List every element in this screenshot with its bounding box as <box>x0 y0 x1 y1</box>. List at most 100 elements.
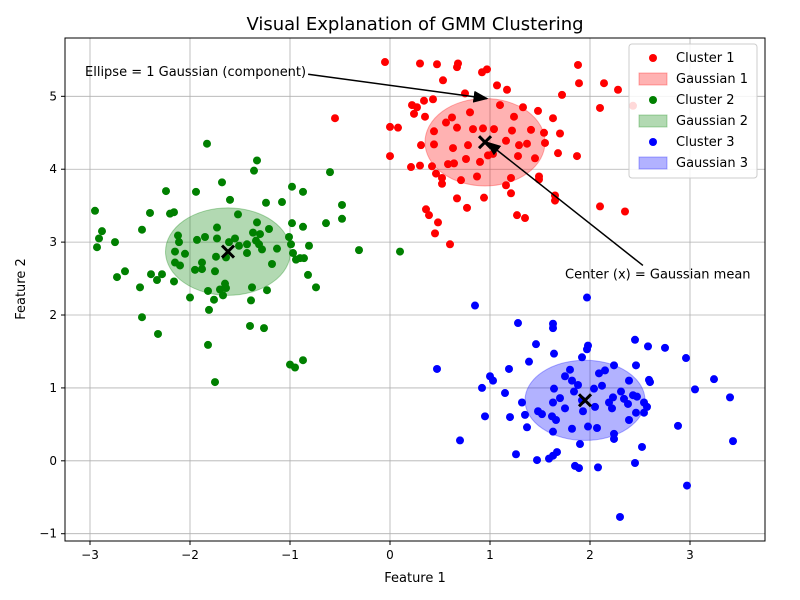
cluster-1-point <box>483 65 491 74</box>
cluster-3-point <box>624 399 632 408</box>
cluster-2-point <box>138 225 146 234</box>
legend-marker-patch <box>638 114 668 128</box>
cluster-2-point <box>288 182 296 191</box>
cluster-3-point <box>726 393 734 402</box>
cluster-3-point <box>433 364 441 373</box>
cluster-1-point <box>502 136 510 145</box>
cluster-2-point <box>171 247 179 256</box>
axis-ticks: −3 −2 −1 0 1 2 3 −1 0 1 2 3 4 5 <box>39 89 694 562</box>
cluster-2-point <box>256 230 264 239</box>
cluster-1-point <box>503 85 511 94</box>
cluster-3-point <box>595 369 603 378</box>
legend-label: Gaussian 3 <box>676 156 748 171</box>
cluster-3-point <box>489 376 497 385</box>
cluster-1-point <box>574 60 582 69</box>
x-tick-label: −1 <box>281 548 299 562</box>
cluster-2-point <box>247 296 255 305</box>
cluster-3-point <box>643 402 651 411</box>
cluster-3-point <box>638 442 646 451</box>
cluster-2-point <box>234 210 242 219</box>
cluster-2-point <box>136 283 144 292</box>
cluster-1-point <box>449 144 457 153</box>
center-marker-3 <box>577 393 593 408</box>
cluster-2-point <box>338 200 346 209</box>
cluster-2-point <box>176 261 184 270</box>
cluster-2-point <box>249 228 257 237</box>
cluster-2-point <box>226 195 234 204</box>
cluster-1-point <box>407 163 415 172</box>
cluster-1-point <box>413 103 421 112</box>
legend-box <box>628 43 758 179</box>
annotation-text-1: Ellipse = 1 Gaussian (component) <box>85 65 306 80</box>
cluster-2-point <box>205 305 213 314</box>
cluster-3-point <box>550 349 558 358</box>
cluster-1-point <box>331 114 339 123</box>
cluster-3-point <box>501 389 509 398</box>
x-tick-label: −2 <box>181 548 199 562</box>
cluster-2-point <box>186 293 194 302</box>
cluster-3-point <box>646 378 654 387</box>
cluster-3-point <box>512 450 520 459</box>
cluster-1-point <box>534 106 542 115</box>
y-tick-label: 5 <box>49 89 57 103</box>
cluster-2-point <box>300 254 308 263</box>
cluster-2-point <box>203 139 211 148</box>
y-tick-label: 3 <box>49 235 57 249</box>
cluster-3-point <box>594 463 602 472</box>
cluster-3-point <box>625 376 633 385</box>
cluster-1-point <box>507 173 515 182</box>
cluster-1-point <box>556 129 564 138</box>
cluster-2-point <box>268 259 276 268</box>
y-tick-label: 1 <box>49 381 57 395</box>
cluster-1-point <box>523 139 531 148</box>
cluster-1-point <box>457 176 465 185</box>
cluster-1-point <box>527 125 535 134</box>
cluster-2-point <box>225 238 233 247</box>
cluster-1-point <box>438 179 446 188</box>
cluster-2-point <box>154 329 162 338</box>
cluster-3-point <box>568 376 576 385</box>
cluster-3-point <box>550 384 558 393</box>
cluster-2-point <box>243 249 251 258</box>
cluster-3-point <box>591 402 599 411</box>
cluster-1-point <box>416 59 424 68</box>
cluster-3-point <box>682 354 690 363</box>
cluster-1-point <box>428 162 436 171</box>
cluster-2-point <box>299 187 307 196</box>
cluster-1-point <box>596 202 604 211</box>
cluster-2-point <box>273 244 281 253</box>
cluster-1-point <box>596 103 604 112</box>
cluster-1-point <box>496 101 504 110</box>
cluster-3-point <box>568 424 576 433</box>
cluster-3-point <box>609 393 617 402</box>
cluster-2-point <box>113 273 121 282</box>
cluster-1-point <box>432 169 440 178</box>
cluster-3-point <box>608 404 616 413</box>
legend: Cluster 1 Gaussian 1 Cluster 2 Gaussian 2 Cl… <box>628 43 758 179</box>
cluster-1-point <box>438 173 446 182</box>
cluster-2-point <box>305 241 313 250</box>
cluster-2-point <box>158 270 166 279</box>
cluster-1-point <box>573 152 581 161</box>
cluster-2-point <box>162 187 170 196</box>
cluster-2-point <box>246 321 254 330</box>
cluster-1-point <box>521 214 529 223</box>
cluster-1-point <box>476 157 484 166</box>
cluster-3-point <box>625 415 633 424</box>
cluster-1-point <box>433 60 441 69</box>
cluster-3-point <box>583 293 591 302</box>
cluster-1-point <box>519 103 527 112</box>
cluster-2-point <box>326 168 334 177</box>
cluster-3-point <box>570 387 578 396</box>
cluster-3-point <box>576 440 584 449</box>
cluster-1-point <box>513 211 521 220</box>
cluster-2-point <box>211 267 219 276</box>
cluster-2-point <box>243 240 251 249</box>
cluster-3-point <box>532 340 540 349</box>
cluster-3-point <box>617 387 625 396</box>
cluster-2-point <box>193 235 201 244</box>
cluster-2-point <box>285 233 293 242</box>
legend-label: Gaussian 1 <box>676 72 748 87</box>
cluster-1-point <box>416 161 424 170</box>
